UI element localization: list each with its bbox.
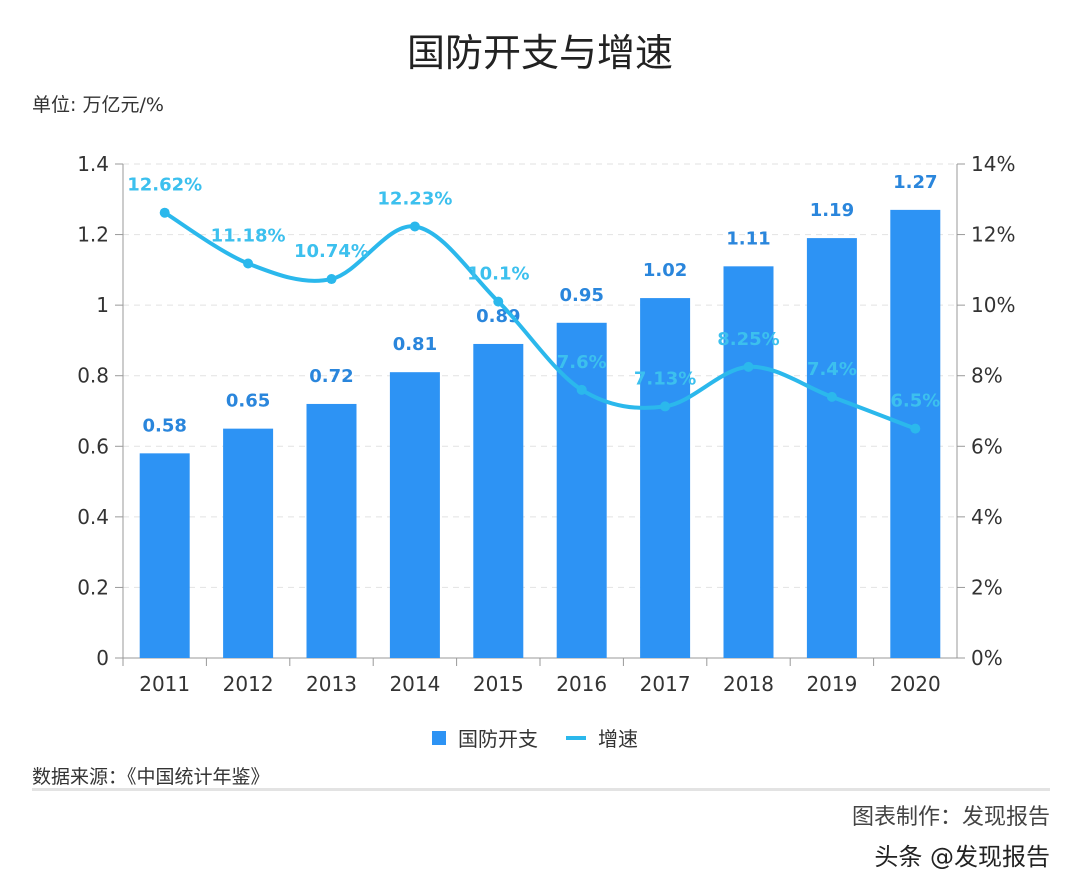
left-tick-label: 1 [96,293,109,317]
left-tick-label: 0.4 [77,505,109,529]
right-tick-label: 14% [971,152,1015,176]
bar [640,298,691,658]
growth-line [163,210,917,431]
right-tick-label: 2% [971,575,1003,599]
source-note: 数据来源：《中国统计年鉴》 [32,766,270,788]
legend-bar-label: 国防开支 [458,727,538,751]
bar-data-label: 0.81 [393,334,437,355]
left-tick-label: 0 [96,646,109,670]
growth-point [159,207,170,218]
x-tick-label: 2011 [139,672,190,696]
growth-data-label: 12.23% [377,188,452,209]
bar-data-label: 1.27 [893,172,937,193]
growth-data-label: 11.18% [211,226,286,247]
bar-data-label: 1.02 [643,260,687,281]
bar [473,343,524,658]
chart: 0 0% 0.2 2% 0.4 4% 0.6 6% 0.8 8% 1 10% 1.2 12% 1.4 14% 2… [77,152,1015,751]
x-tick-label: 2013 [306,672,357,696]
x-tick-label: 2019 [806,672,857,696]
right-tick-label: 6% [971,434,1003,458]
growth-data-label: 12.62% [127,175,202,196]
growth-data-label: 7.13% [634,368,696,389]
growth-point [743,361,754,372]
x-tick-label: 2018 [723,672,774,696]
x-tick-label: 2015 [473,672,524,696]
bar [306,403,357,658]
growth-data-label: 10.74% [294,241,369,262]
left-tick-label: 1.4 [77,152,109,176]
chart-title: 国防开支与增速 [406,31,673,75]
watermark-credit: 图表制作：发现报告 [851,805,1050,830]
growth-point [910,423,921,434]
growth-point [243,258,254,269]
watermark-platform: 头条 @发现报告 [874,843,1050,871]
growth-point [826,391,837,402]
bar-data-label: 1.19 [810,200,854,221]
right-tick-label: 0% [971,646,1003,670]
growth-data-label: 6.5% [890,391,940,412]
growth-point [326,274,337,285]
divider [32,788,1050,791]
x-tick-label: 2017 [640,672,691,696]
x-tick-label: 2016 [556,672,607,696]
legend-line-label: 增速 [598,727,638,751]
bar [139,453,190,658]
growth-data-label: 7.6% [557,352,607,373]
growth-data-label: 8.25% [717,329,779,350]
bar-data-label: 0.72 [309,366,353,387]
growth-point [493,296,504,307]
x-tick-label: 2020 [890,672,941,696]
bar-data-label: 0.95 [559,285,603,306]
growth-point [409,221,420,232]
right-tick-label: 8% [971,364,1003,388]
right-tick-label: 12% [971,223,1015,247]
bar-data-label: 0.58 [142,415,186,436]
bar [723,266,774,658]
right-tick-label: 4% [971,505,1003,529]
left-tick-label: 0.8 [77,364,109,388]
x-tick-label: 2012 [223,672,274,696]
growth-point [660,401,671,412]
bar [890,209,941,658]
unit-label: 单位: 万亿元/% [32,94,164,116]
bar [223,428,274,658]
left-tick-label: 1.2 [77,223,109,247]
bar-data-label: 1.11 [726,228,770,249]
right-tick-label: 10% [971,293,1015,317]
legend-bar-swatch [432,731,446,745]
bar-data-label: 0.65 [226,391,270,412]
growth-data-label: 7.4% [807,359,857,380]
left-tick-label: 0.6 [77,434,109,458]
x-tick-label: 2014 [389,672,440,696]
left-tick-label: 0.2 [77,575,109,599]
growth-data-label: 10.1% [467,264,529,285]
bar [389,372,440,658]
bar [806,238,857,658]
growth-point [576,384,587,395]
